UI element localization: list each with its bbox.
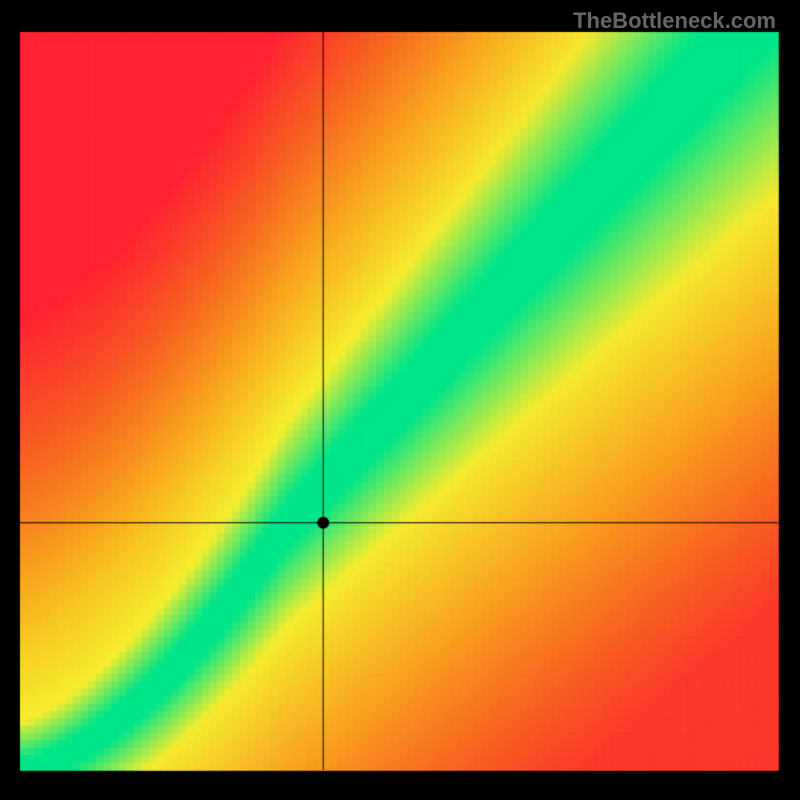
- chart-container: TheBottleneck.com: [0, 0, 800, 800]
- watermark-text: TheBottleneck.com: [573, 8, 776, 34]
- heatmap-canvas: [0, 0, 800, 800]
